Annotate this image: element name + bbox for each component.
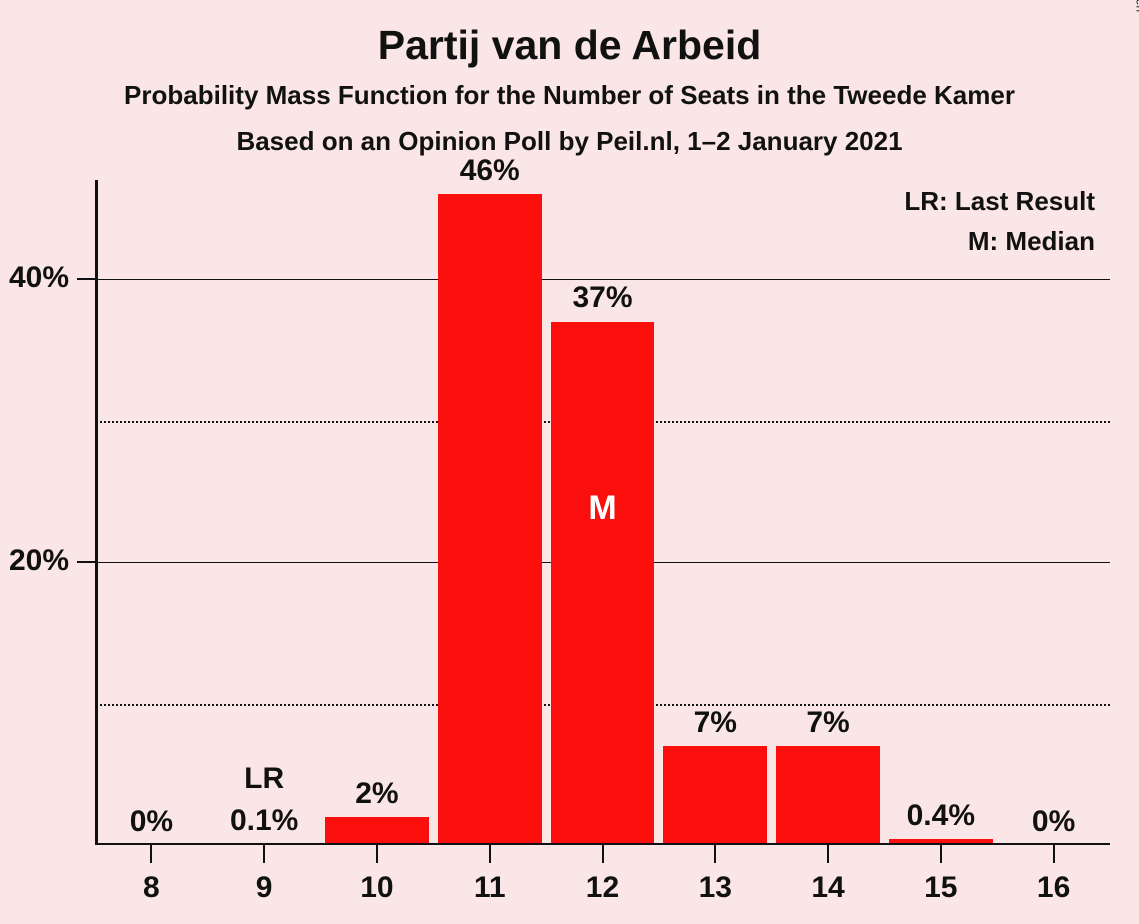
x-tick xyxy=(940,845,942,863)
bar-value-label: 0.1% xyxy=(208,804,321,838)
gridline-major xyxy=(95,279,1110,280)
bar-value-label: 7% xyxy=(659,706,772,740)
x-axis-label: 15 xyxy=(884,871,997,905)
chart-subtitle-2: Based on an Opinion Poll by Peil.nl, 1–2… xyxy=(0,126,1139,157)
bar xyxy=(325,817,429,845)
x-tick xyxy=(827,845,829,863)
bar xyxy=(438,194,542,845)
bar xyxy=(551,322,655,846)
x-axis-label: 16 xyxy=(997,871,1110,905)
x-tick xyxy=(489,845,491,863)
plot-area: 20%40%0%80.1%LR92%1046%1137%M127%137%140… xyxy=(95,180,1110,845)
x-axis-label: 14 xyxy=(772,871,885,905)
x-axis-label: 11 xyxy=(433,871,546,905)
bar-value-label: 37% xyxy=(546,281,659,315)
x-axis-label: 9 xyxy=(208,871,321,905)
x-axis-label: 13 xyxy=(659,871,772,905)
copyright-text: © 2021 Filip van Laenen xyxy=(1133,0,1139,12)
x-tick xyxy=(1053,845,1055,863)
chart-subtitle-1: Probability Mass Function for the Number… xyxy=(0,80,1139,111)
x-tick xyxy=(376,845,378,863)
bar-value-label: 7% xyxy=(772,706,885,740)
bar-value-label: 0% xyxy=(997,805,1110,839)
y-axis xyxy=(95,180,98,845)
y-axis-label: 20% xyxy=(0,544,69,578)
x-axis xyxy=(95,843,1110,846)
bar-annotation-top: LR xyxy=(208,762,321,796)
y-tick xyxy=(77,278,95,280)
x-axis-label: 8 xyxy=(95,871,208,905)
x-tick xyxy=(714,845,716,863)
x-tick xyxy=(602,845,604,863)
legend-M: M: Median xyxy=(968,226,1095,257)
x-axis-label: 12 xyxy=(546,871,659,905)
bar-value-label: 0.4% xyxy=(884,799,997,833)
bar-value-label: 2% xyxy=(321,777,434,811)
bar xyxy=(776,746,880,845)
x-tick xyxy=(150,845,152,863)
y-axis-label: 40% xyxy=(0,261,69,295)
chart-canvas: Partij van de Arbeid Probability Mass Fu… xyxy=(0,0,1139,924)
bar-annotation-median: M xyxy=(551,489,655,528)
bar xyxy=(663,746,767,845)
x-tick xyxy=(263,845,265,863)
bar-value-label: 0% xyxy=(95,805,208,839)
legend-LR: LR: Last Result xyxy=(904,186,1095,217)
y-tick xyxy=(77,561,95,563)
bar-value-label: 46% xyxy=(433,154,546,188)
chart-title: Partij van de Arbeid xyxy=(0,22,1139,69)
x-axis-label: 10 xyxy=(321,871,434,905)
